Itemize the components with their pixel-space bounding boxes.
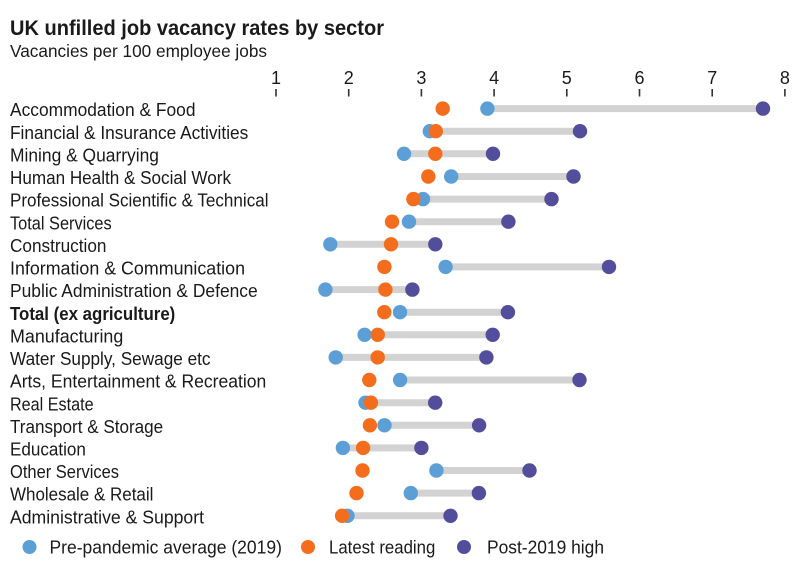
svg-text:Vacancies per 100 employee job: Vacancies per 100 employee jobs [10, 41, 267, 61]
svg-text:Construction: Construction [10, 235, 107, 256]
svg-text:6: 6 [634, 68, 644, 88]
svg-text:4: 4 [489, 68, 499, 88]
svg-text:Financial & Insurance Activiti: Financial & Insurance Activities [10, 122, 248, 143]
svg-text:UK unfilled job vacancy rates: UK unfilled job vacancy rates by sector [10, 16, 385, 40]
svg-text:Accommodation & Food: Accommodation & Food [10, 99, 196, 120]
svg-text:Manufacturing: Manufacturing [10, 325, 123, 346]
svg-text:8: 8 [780, 68, 790, 88]
svg-text:Education: Education [10, 439, 86, 460]
svg-text:Wholesale & Retail: Wholesale & Retail [10, 484, 153, 505]
svg-text:Information & Communication: Information & Communication [10, 258, 245, 279]
svg-text:Latest reading: Latest reading [329, 538, 435, 558]
svg-text:Total (ex agriculture): Total (ex agriculture) [10, 303, 175, 324]
svg-text:7: 7 [707, 68, 717, 88]
svg-text:Human Health & Social Work: Human Health & Social Work [10, 167, 232, 188]
svg-text:Professional Scientific & Tech: Professional Scientific & Technical [10, 190, 269, 211]
svg-text:Mining & Quarrying: Mining & Quarrying [10, 144, 159, 165]
svg-text:Administrative & Support: Administrative & Support [10, 506, 205, 527]
svg-text:2: 2 [344, 68, 354, 88]
svg-text:1: 1 [271, 68, 281, 88]
svg-text:Public Administration & Defenc: Public Administration & Defence [10, 280, 258, 301]
svg-text:Post-2019 high: Post-2019 high [487, 538, 604, 558]
svg-text:Pre-pandemic average (2019): Pre-pandemic average (2019) [50, 538, 282, 558]
svg-text:Real Estate: Real Estate [10, 393, 94, 414]
svg-text:5: 5 [562, 68, 572, 88]
svg-text:Other Services: Other Services [10, 461, 119, 482]
svg-text:3: 3 [416, 68, 426, 88]
svg-text:Total Services: Total Services [10, 212, 112, 233]
svg-text:Arts, Entertainment & Recreati: Arts, Entertainment & Recreation [10, 371, 266, 392]
svg-text:Water Supply, Sewage etc: Water Supply, Sewage etc [10, 348, 211, 369]
svg-text:Transport & Storage: Transport & Storage [10, 416, 163, 437]
